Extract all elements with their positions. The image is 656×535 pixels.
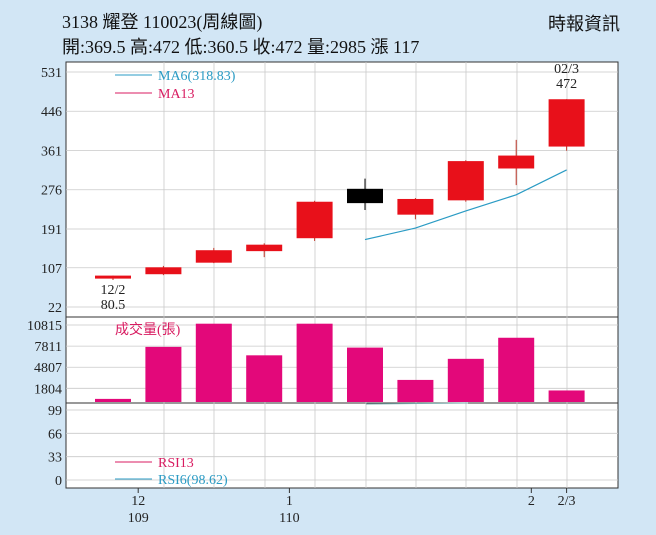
- candle-body: [246, 244, 283, 252]
- candle-body: [145, 267, 182, 275]
- volume-bar: [195, 323, 232, 402]
- x-tick-sublabel: 109: [128, 511, 149, 526]
- x-tick-label: 2/3: [558, 494, 576, 509]
- price-tick-label: 107: [41, 262, 62, 277]
- price-tick-label: 276: [41, 184, 62, 199]
- volume-bar: [347, 347, 383, 402]
- candle-body: [347, 188, 383, 204]
- price-tick-label: 22: [48, 301, 62, 316]
- candle-body: [296, 201, 333, 239]
- volume-bars: [95, 323, 585, 405]
- volume-bar: [447, 358, 484, 402]
- volume-y-axis: 10815 7811 4807 1804: [27, 319, 62, 397]
- legend-ma6: MA6(318.83): [115, 69, 236, 84]
- candle-body: [397, 198, 434, 215]
- legend-rsi13: RSI13: [115, 456, 194, 471]
- rsi-tick-label: 99: [48, 404, 62, 419]
- legend-ma6-label: MA6(318.83): [158, 69, 236, 84]
- candle-body: [95, 275, 131, 279]
- candles: [95, 99, 585, 280]
- chart-title: 3138 耀登 110023(周線圖): [62, 12, 263, 32]
- price-tick-label: 446: [41, 105, 62, 120]
- legend-rsi13-label: RSI13: [158, 456, 194, 471]
- x-tick-sublabel: 110: [279, 511, 299, 526]
- x-tick-label: 12: [131, 494, 145, 509]
- volume-bar: [548, 390, 585, 402]
- volume-tick-label: 1804: [34, 382, 62, 397]
- rsi-tick-label: 66: [48, 427, 62, 442]
- rsi-y-axis: 99 66 33 0: [48, 404, 62, 489]
- rsi-panel: [65, 402, 619, 489]
- candle-body: [447, 161, 484, 201]
- candle-body: [195, 250, 232, 263]
- legend-rsi6: RSI6(98.62): [115, 473, 228, 488]
- volume-tick-label: 7811: [35, 340, 62, 355]
- volume-bar: [296, 323, 333, 402]
- source-label: 時報資訊: [548, 14, 620, 34]
- volume-bar: [95, 398, 131, 402]
- price-annotation: 12/2: [101, 283, 126, 298]
- volume-bar: [145, 346, 182, 402]
- volume-bar: [397, 379, 434, 402]
- legend-rsi6-label: RSI6(98.62): [158, 473, 228, 488]
- volume-title: 成交量(張): [115, 321, 181, 338]
- price-tick-label: 531: [41, 66, 62, 81]
- legend-ma13: MA13: [115, 87, 195, 102]
- volume-tick-label: 4807: [34, 361, 62, 376]
- price-annotation: 02/3: [554, 62, 579, 77]
- x-axis: 12 109 1 110 2 2/3: [128, 488, 576, 526]
- x-tick-label: 2: [528, 494, 535, 509]
- price-tick-label: 191: [41, 223, 62, 238]
- ohlc-summary: 開:369.5 高:472 低:360.5 收:472 量:2985 漲 117: [62, 37, 420, 57]
- rsi-tick-label: 0: [55, 474, 62, 489]
- moving-averages: [364, 169, 567, 241]
- candle-body: [498, 155, 535, 169]
- volume-baseline-trace: [365, 402, 469, 405]
- x-tick-label: 1: [286, 494, 293, 509]
- ma6-line: [364, 169, 567, 241]
- price-annotation: 472: [556, 77, 577, 92]
- volume-tick-label: 10815: [27, 319, 62, 334]
- legend-ma13-label: MA13: [158, 87, 195, 102]
- rsi-tick-label: 33: [48, 451, 62, 466]
- price-annotation: 80.5: [101, 298, 126, 313]
- volume-bar: [246, 355, 283, 402]
- volume-bar: [498, 337, 535, 402]
- candle-body: [548, 99, 585, 147]
- price-y-axis: 531 446 361 276 191 107 22: [41, 66, 62, 316]
- price-tick-label: 361: [41, 144, 62, 159]
